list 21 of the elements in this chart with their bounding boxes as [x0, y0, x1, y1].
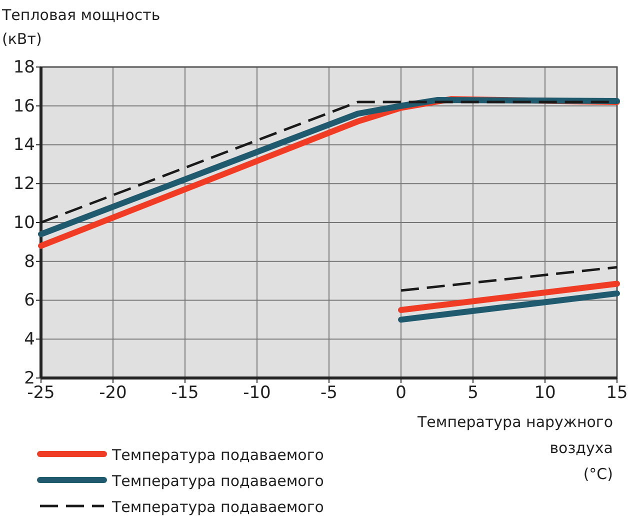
- y-tick-label: 6: [24, 290, 35, 311]
- x-tick-label: -10: [243, 383, 271, 404]
- y-tick-label: 18: [13, 57, 35, 78]
- y-axis-title: Тепловая мощность (кВт): [1, 6, 160, 48]
- x-tick-label: 0: [396, 383, 406, 404]
- y-tick-label: 4: [24, 330, 35, 350]
- legend-label: Температура подаваемого: [111, 446, 324, 464]
- x-axis-title: Температура наружного воздуха (°C): [416, 413, 613, 483]
- x-tick-label: -5: [320, 383, 338, 404]
- x-tick-label: -20: [99, 383, 127, 404]
- y-tick-label: 12: [13, 174, 35, 194]
- legend-label: Температура подаваемого: [111, 472, 324, 490]
- y-tick-label: 14: [13, 135, 35, 156]
- legend-label: Температура подаваемого: [111, 498, 324, 516]
- y-tick-label: 16: [13, 96, 35, 116]
- x-tick-label: 10: [534, 383, 556, 404]
- x-tick-label: 5: [468, 383, 478, 404]
- y-tick-label: 8: [24, 252, 35, 272]
- x-tick-label: 15: [606, 383, 628, 404]
- x-tick-label: -15: [171, 383, 199, 404]
- y-tick-label: 10: [13, 212, 35, 233]
